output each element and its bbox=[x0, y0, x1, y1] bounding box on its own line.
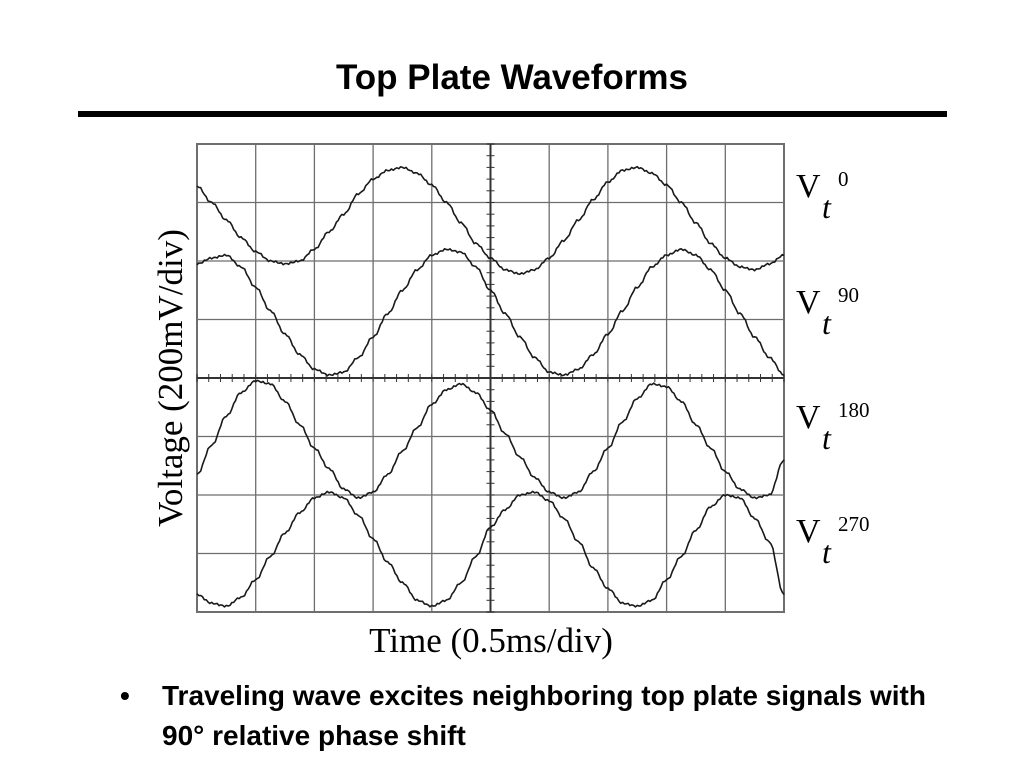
series-label-sup: 270 bbox=[838, 512, 870, 536]
chart-grid bbox=[196, 143, 785, 613]
series-label-0: Vt0 bbox=[796, 167, 849, 225]
bullet-list: • Traveling wave excites neighboring top… bbox=[120, 676, 940, 756]
trace-90 bbox=[196, 247, 785, 377]
trace-270 bbox=[196, 490, 785, 608]
bullet-dot: • bbox=[120, 680, 130, 711]
bullet-item: • Traveling wave excites neighboring top… bbox=[120, 676, 940, 756]
trace-180 bbox=[196, 379, 785, 500]
series-label-sup: 180 bbox=[838, 398, 870, 422]
series-label-main: V bbox=[796, 399, 821, 436]
series-label-sub: t bbox=[822, 189, 832, 225]
x-axis-label: Time (0.5ms/div) bbox=[369, 621, 613, 660]
trace-0 bbox=[196, 165, 785, 276]
y-axis-label: Voltage (200mV/div) bbox=[151, 229, 190, 527]
slide-title: Top Plate Waveforms bbox=[335, 58, 689, 97]
bullet-text: Traveling wave excites neighboring top p… bbox=[162, 680, 926, 751]
series-label-main: V bbox=[796, 284, 821, 321]
series-label-main: V bbox=[796, 168, 821, 205]
series-label-sub: t bbox=[822, 305, 832, 341]
series-label-sup: 90 bbox=[838, 283, 859, 307]
series-label-sup: 0 bbox=[838, 167, 849, 191]
series-label-main: V bbox=[796, 513, 821, 550]
chart-traces bbox=[196, 165, 785, 608]
series-label-sub: t bbox=[822, 534, 832, 570]
series-label-sub: t bbox=[822, 420, 832, 456]
title-divider bbox=[78, 111, 947, 117]
